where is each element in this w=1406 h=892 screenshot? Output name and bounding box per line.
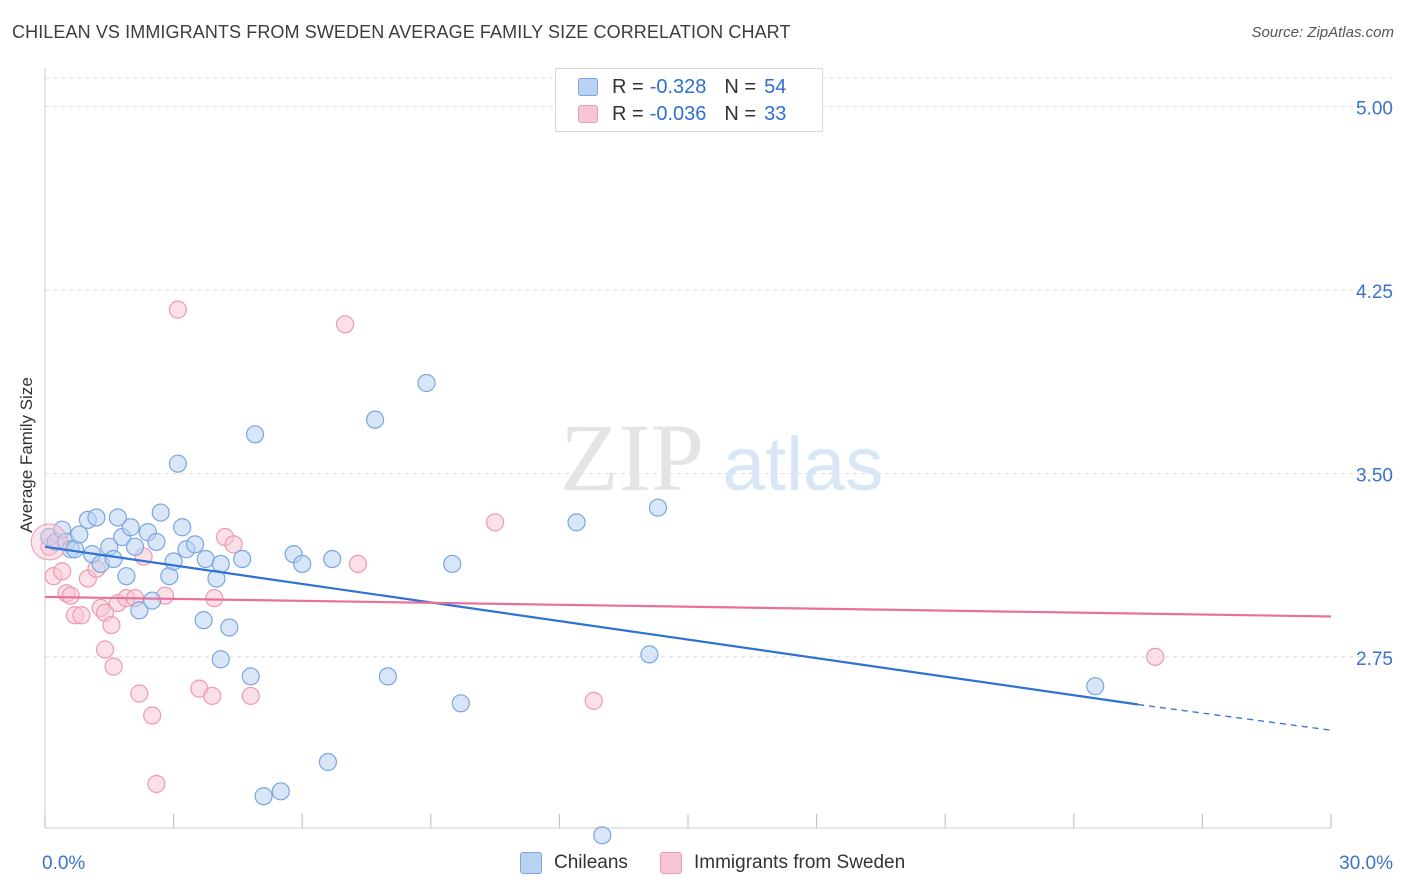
legend-n-value: 54 <box>764 75 787 98</box>
data-point-chileans <box>233 549 252 569</box>
data-point-sweden <box>104 657 123 676</box>
data-point-chileans <box>640 645 659 664</box>
trend-lines <box>44 545 1332 731</box>
y-tick-label: 5.00 <box>1356 99 1393 120</box>
legend-swatch-blue <box>578 78 598 96</box>
legend-r-label: R = <box>612 75 644 98</box>
legend-swatch-pink <box>660 852 682 874</box>
x-tick-label-min: 0.0% <box>42 853 85 874</box>
data-point-sweden <box>348 554 368 574</box>
legend-swatch-blue <box>520 852 542 874</box>
correlation-legend: R = -0.328 N = 54 R = -0.036 N = 33 <box>555 68 823 132</box>
data-point-sweden <box>224 535 243 554</box>
watermark: ZIP atlas <box>560 404 883 511</box>
data-point-cluster <box>30 523 68 561</box>
data-point-chileans <box>271 782 290 801</box>
legend-r-value: -0.036 <box>649 102 707 125</box>
data-point-chileans <box>108 508 127 527</box>
data-point-chileans <box>147 532 166 552</box>
data-point-sweden <box>335 315 355 334</box>
trend-line-sweden <box>44 595 1332 618</box>
data-point-chileans <box>117 567 136 586</box>
y-tick-label: 3.50 <box>1356 465 1393 486</box>
data-point-chileans <box>130 601 149 620</box>
legend-n-label: N = <box>724 102 757 125</box>
data-point-chileans <box>87 508 106 527</box>
data-point-sweden <box>203 686 222 706</box>
trend-line-chileans-extension <box>1138 703 1332 731</box>
data-point-chileans <box>121 518 140 537</box>
legend-n-label: N = <box>724 75 757 98</box>
legend-label-sweden: Immigrants from Sweden <box>694 852 906 873</box>
data-point-sweden <box>130 684 149 703</box>
axes <box>44 68 1332 829</box>
data-point-chileans <box>185 535 205 554</box>
data-point-chileans <box>378 667 398 686</box>
data-point-sweden <box>61 586 80 605</box>
data-point-sweden <box>95 640 115 659</box>
legend-label-chileans: Chileans <box>554 852 628 873</box>
data-point-chileans <box>168 454 187 473</box>
data-point-chileans <box>254 787 273 806</box>
y-tick-label: 4.25 <box>1356 282 1393 303</box>
legend-row-chileans: R = -0.328 N = 54 <box>578 76 786 98</box>
data-point-chileans <box>211 554 230 574</box>
data-point-chileans <box>194 611 213 630</box>
data-point-sweden <box>147 774 166 794</box>
data-point-chileans <box>173 518 192 537</box>
data-point-chileans <box>164 552 183 571</box>
data-point-chileans <box>245 425 265 444</box>
series-sweden-points <box>40 300 1165 794</box>
data-point-sweden <box>584 691 603 710</box>
data-point-chileans <box>567 513 586 532</box>
legend-item-chileans: Chileans <box>520 852 628 874</box>
data-point-sweden <box>1146 647 1165 666</box>
data-point-chileans <box>70 525 89 544</box>
chart-source: Source: ZipAtlas.com <box>1251 24 1394 41</box>
trend-line-chileans <box>44 545 1139 706</box>
data-point-chileans <box>417 373 436 393</box>
data-point-chileans <box>143 591 162 610</box>
data-point-sweden <box>241 686 260 706</box>
legend-r-label: R = <box>612 102 644 125</box>
data-point-sweden <box>102 615 121 635</box>
series-chileans-points <box>30 373 1105 845</box>
data-point-chileans <box>220 618 239 637</box>
legend-swatch-pink <box>578 105 598 123</box>
data-point-sweden <box>486 513 505 532</box>
data-point-chileans <box>125 537 145 556</box>
data-point-chileans <box>211 650 230 669</box>
chart-title: CHILEAN VS IMMIGRANTS FROM SWEDEN AVERAG… <box>12 22 791 42</box>
data-point-chileans <box>104 549 123 569</box>
data-point-chileans <box>443 554 462 574</box>
data-point-chileans <box>151 503 170 522</box>
data-point-chileans <box>196 549 215 569</box>
data-point-chileans <box>648 498 668 517</box>
data-point-chileans <box>241 667 260 686</box>
legend-r-value: -0.328 <box>649 75 707 98</box>
tick-labels: 2.75 3.50 4.25 5.00 0.0% 30.0% <box>42 99 1393 874</box>
series-legend: Chileans Immigrants from Sweden <box>0 852 1406 878</box>
data-point-sweden <box>205 589 224 608</box>
data-point-sweden <box>72 606 91 625</box>
watermark-zip: ZIP <box>560 404 704 511</box>
legend-item-sweden: Immigrants from Sweden <box>660 852 905 874</box>
data-point-chileans <box>318 752 338 772</box>
data-point-chileans <box>293 554 312 574</box>
watermark-atlas: atlas <box>723 422 884 507</box>
data-point-chileans <box>593 826 612 845</box>
legend-n-value: 33 <box>764 102 787 125</box>
legend-row-sweden: R = -0.036 N = 33 <box>578 103 786 125</box>
data-point-sweden <box>53 562 72 581</box>
data-point-chileans <box>1086 677 1105 696</box>
y-tick-label: 2.75 <box>1356 649 1393 670</box>
data-point-chileans <box>323 549 342 569</box>
data-point-sweden <box>143 706 162 725</box>
x-tick-label-max: 30.0% <box>1339 853 1393 874</box>
data-point-sweden <box>168 300 187 319</box>
data-point-chileans <box>365 410 385 429</box>
data-point-chileans <box>451 694 470 713</box>
gridlines <box>45 77 1392 658</box>
